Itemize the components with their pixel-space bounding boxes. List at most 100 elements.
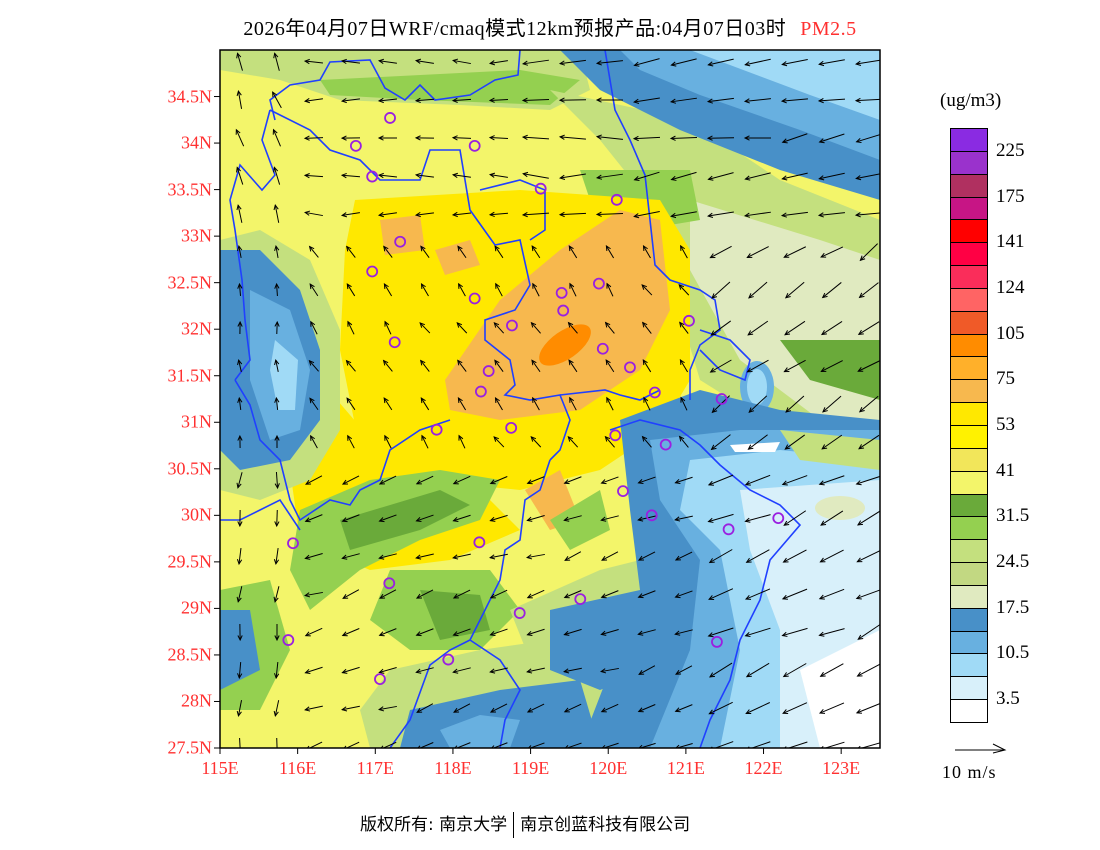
station-marker bbox=[624, 361, 636, 374]
wind-arrow bbox=[522, 171, 549, 179]
wind-arrow bbox=[273, 548, 280, 566]
legend-label: 41 bbox=[996, 459, 1015, 481]
legend-label: 31.5 bbox=[996, 505, 1030, 527]
wind-arrow bbox=[273, 700, 280, 717]
wind-arrow bbox=[563, 515, 582, 522]
wind-arrow bbox=[638, 665, 656, 675]
wind-arrow bbox=[567, 435, 579, 448]
wind-arrow bbox=[855, 589, 880, 600]
lon-label: 116E bbox=[278, 758, 317, 778]
wind-arrow bbox=[526, 667, 545, 674]
wind-arrow bbox=[415, 514, 434, 523]
wind-arrow bbox=[531, 359, 541, 373]
wind-arrow bbox=[451, 135, 472, 141]
wind-arrow bbox=[456, 322, 468, 334]
legend-label: 3.5 bbox=[996, 688, 1020, 710]
station-marker bbox=[610, 193, 623, 206]
title-pollutant: PM2.5 bbox=[800, 18, 857, 40]
legend-label: 124 bbox=[996, 276, 1025, 298]
legend-swatch bbox=[950, 539, 988, 564]
wind-arrow bbox=[452, 667, 471, 674]
station-marker bbox=[505, 421, 518, 434]
wind-arrow bbox=[272, 128, 281, 147]
wind-arrow bbox=[454, 742, 471, 748]
wind-arrow bbox=[382, 359, 393, 372]
wind-arrow bbox=[494, 245, 504, 259]
wind-arrow bbox=[746, 359, 769, 373]
wind-arrow bbox=[643, 396, 651, 411]
wind-arrow bbox=[521, 211, 550, 218]
wind-arrow bbox=[857, 360, 880, 372]
wind-arrow bbox=[818, 475, 845, 486]
wind-arrow bbox=[567, 321, 578, 334]
lon-label: 122E bbox=[744, 758, 783, 778]
wind-arrow bbox=[488, 211, 509, 218]
wind-arrow bbox=[235, 128, 245, 147]
wind-arrow bbox=[378, 475, 397, 485]
wind-arrow bbox=[416, 703, 434, 713]
wind-arrow bbox=[415, 589, 434, 599]
lat-label: 31.5N bbox=[167, 365, 213, 386]
wind-arrow bbox=[818, 628, 845, 637]
legend-label: 24.5 bbox=[996, 551, 1030, 573]
wind-arrow bbox=[595, 60, 623, 66]
wind-arrow bbox=[780, 98, 808, 104]
wind-arrow bbox=[526, 476, 545, 485]
wind-arrow bbox=[458, 282, 466, 297]
wind-arrow bbox=[421, 434, 429, 449]
wind-arrow bbox=[452, 553, 471, 560]
wind-arrow bbox=[564, 551, 582, 561]
wind-arrow bbox=[276, 737, 278, 748]
wind-arrow bbox=[304, 210, 323, 217]
station-marker bbox=[574, 593, 587, 605]
wind-arrow bbox=[819, 549, 844, 563]
wind-arrow bbox=[708, 549, 733, 564]
wind-arrow bbox=[237, 661, 243, 680]
wind-arrow bbox=[377, 212, 397, 218]
wind-arrow bbox=[303, 98, 323, 104]
wind-arrow bbox=[347, 434, 355, 449]
wind-arrow bbox=[854, 212, 880, 218]
wind-arrow bbox=[707, 474, 734, 486]
wind-arrow bbox=[308, 359, 319, 372]
wind-arrow bbox=[340, 97, 360, 104]
legend-swatch bbox=[950, 356, 988, 381]
lon-label: 119E bbox=[511, 758, 550, 778]
wind-arrow bbox=[707, 172, 734, 181]
wind-arrow bbox=[274, 471, 280, 490]
wind-arrow bbox=[303, 173, 324, 179]
wind-arrow bbox=[419, 359, 430, 372]
wind-arrow bbox=[569, 396, 577, 411]
wind-arrow bbox=[706, 135, 735, 141]
station-marker bbox=[659, 438, 672, 451]
wind-arrow bbox=[563, 703, 582, 713]
wind-arrow bbox=[531, 245, 541, 259]
wind-arrow bbox=[595, 173, 623, 180]
wind-arrow bbox=[601, 551, 619, 561]
wind-arrow bbox=[559, 173, 586, 180]
wind-arrow bbox=[818, 133, 845, 144]
wind-arrow bbox=[383, 283, 393, 297]
wind-arrow bbox=[782, 549, 807, 563]
wind-arrow bbox=[783, 510, 807, 526]
wind-arrow bbox=[670, 171, 697, 181]
wind-arrow bbox=[452, 589, 471, 599]
wind-arrow bbox=[489, 514, 508, 522]
wind-arrow bbox=[780, 211, 808, 218]
lat-label: 29N bbox=[181, 597, 212, 618]
wind-arrow bbox=[678, 284, 690, 296]
wind-arrow bbox=[530, 436, 542, 448]
wind-arrow bbox=[526, 703, 545, 713]
wind-arrow bbox=[340, 135, 361, 141]
wind-arrow bbox=[377, 97, 398, 104]
wind-arrow bbox=[340, 172, 361, 179]
wind-arrow bbox=[341, 514, 360, 523]
wind-arrow bbox=[558, 97, 587, 103]
wind-arrow bbox=[855, 475, 880, 486]
legend-swatch bbox=[950, 265, 988, 289]
wind-arrow bbox=[820, 360, 843, 372]
wind-arrow bbox=[377, 58, 397, 64]
wind-arrow bbox=[452, 58, 471, 65]
map-title: 2026年04月07日WRF/cmaq模式12km预报产品:04月07日03时 P… bbox=[0, 12, 1100, 41]
station-marker bbox=[513, 607, 526, 619]
